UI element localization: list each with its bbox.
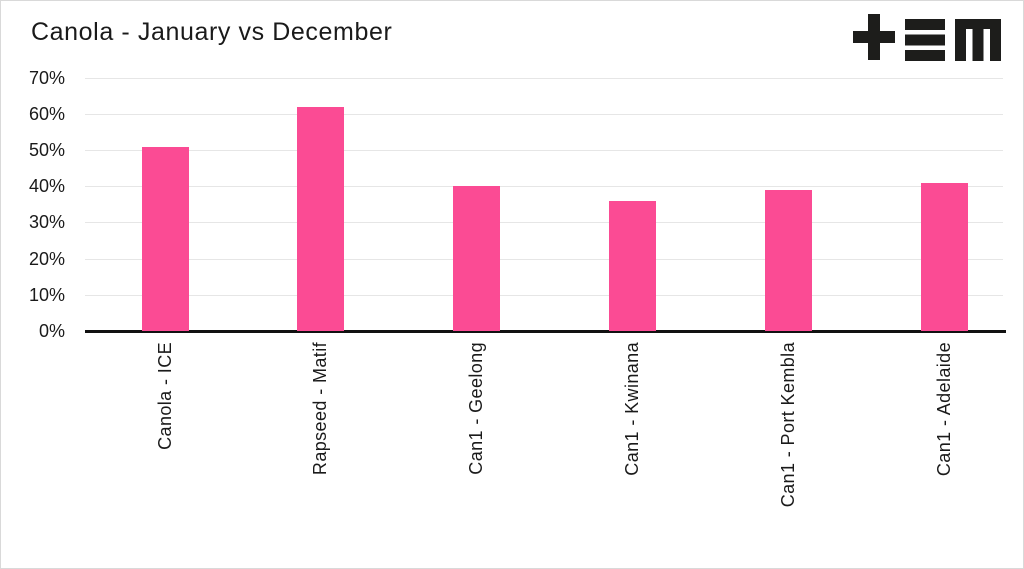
y-tick-label-70: 70% (28, 67, 65, 88)
category-label: Can1 - Port Kembla (777, 342, 798, 508)
bar-rapseed-matif (297, 106, 345, 331)
gridline-70 (85, 77, 1003, 79)
gridline-20 (85, 258, 1003, 260)
x-tick-label-2: Can1 - Geelong (461, 342, 493, 560)
tem-logo-graphic (853, 14, 1001, 61)
x-tick-label-3: Can1 - Kwinana (616, 342, 648, 560)
plus-glyph (853, 14, 895, 60)
gridline-60 (85, 113, 1003, 115)
category-label: Canola - ICE (154, 342, 175, 450)
x-tick-label-0: Canola - ICE (149, 342, 181, 560)
gridline-40 (85, 186, 1003, 188)
category-label: Can1 - Adelaide (933, 342, 954, 477)
x-tick-label-4: Can1 - Port Kembla (772, 342, 804, 560)
gridline-30 (85, 222, 1003, 224)
category-label: Rapseed - Matif (310, 342, 331, 476)
bar-can1-port-kembla (764, 190, 812, 331)
m-glyph (955, 19, 1001, 61)
bar-can1-geelong (453, 186, 501, 331)
bar-canola-ice (141, 146, 189, 331)
y-tick-label-30: 30% (28, 212, 65, 233)
bar-can1-kwinana (608, 200, 656, 331)
y-tick-label-0: 0% (38, 321, 65, 341)
x-tick-label-1: Rapseed - Matif (305, 342, 337, 560)
gridline-10 (85, 294, 1003, 296)
tem-logo (853, 14, 1001, 61)
y-tick-label-40: 40% (28, 176, 65, 197)
gridline-50 (85, 150, 1003, 151)
category-label: Can1 - Geelong (466, 342, 487, 475)
y-tick-label-10: 10% (28, 284, 65, 305)
bar-can1-adelaide (920, 182, 968, 331)
chart-title: Canola - January vs December (31, 18, 393, 46)
y-tick-label-20: 20% (28, 248, 65, 269)
y-tick-label-60: 60% (28, 103, 65, 124)
y-tick-label-50: 50% (28, 140, 65, 160)
triple-bar-e-glyph (905, 19, 945, 61)
x-tick-label-5: Can1 - Adelaide (928, 342, 960, 560)
x-axis-line (85, 330, 1006, 333)
category-label: Can1 - Kwinana (621, 342, 642, 476)
